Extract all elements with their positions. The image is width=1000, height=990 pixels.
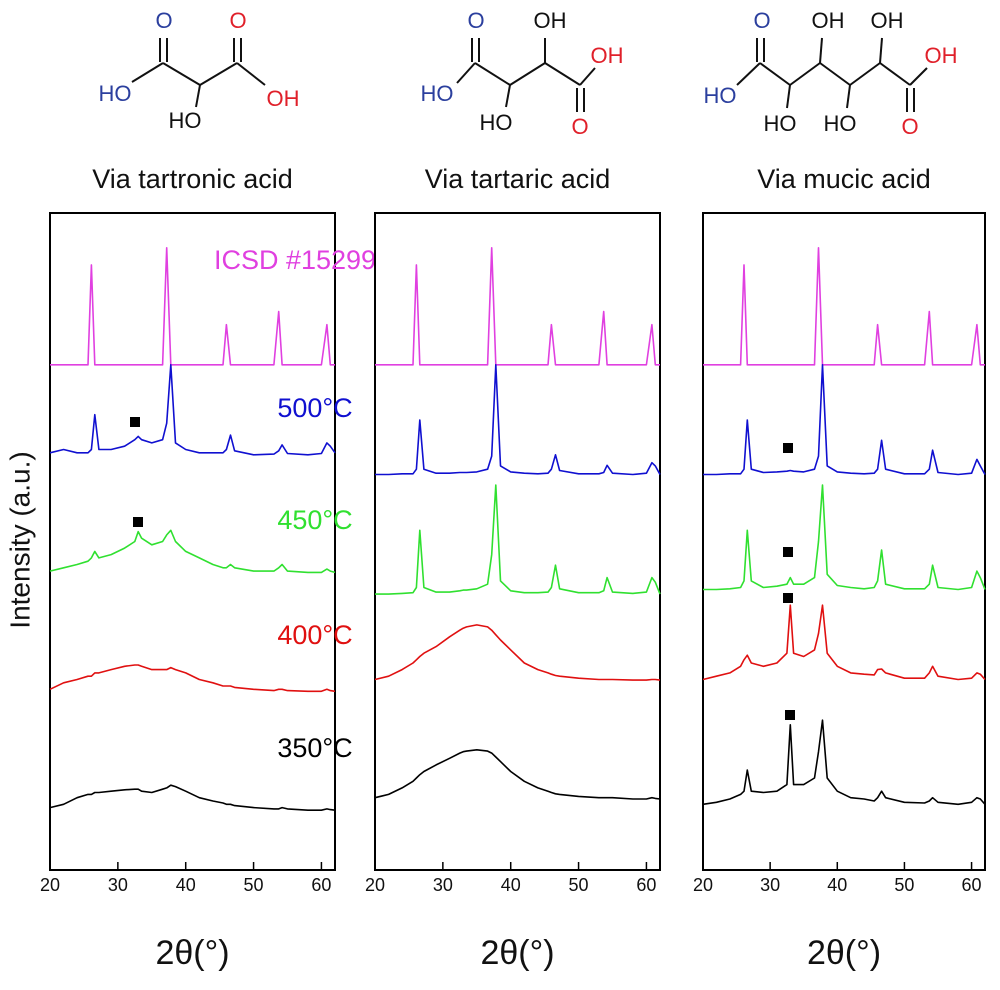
series-label: ICSD #15299 <box>214 245 376 275</box>
xrd-trace <box>49 363 336 456</box>
structure-tartronic: O HO HO O OH <box>99 8 300 133</box>
marker <box>783 547 793 557</box>
panel-title: Via tartaric acid <box>425 164 611 194</box>
y-axis-label: Intensity (a.u.) <box>4 451 35 628</box>
atom: OH <box>591 43 624 68</box>
x-tick-label: 20 <box>693 875 713 895</box>
x-tick-label: 20 <box>365 875 385 895</box>
atom: OH <box>871 8 904 33</box>
marker <box>785 710 795 720</box>
x-tick-label: 50 <box>244 875 264 895</box>
atom: O <box>467 8 484 33</box>
xrd-trace <box>50 247 335 366</box>
x-tick-label: 60 <box>636 875 656 895</box>
x-axis-label: 2θ(°) <box>807 934 881 972</box>
xrd-trace <box>702 719 986 806</box>
xrd-trace <box>703 247 985 366</box>
x-axis-label: 2θ(°) <box>155 934 229 972</box>
atom: OH <box>267 86 300 111</box>
marker <box>133 517 143 527</box>
series-label: 450°C <box>277 505 352 535</box>
xrd-trace <box>702 604 986 681</box>
x-tick-label: 50 <box>894 875 914 895</box>
atom: HO <box>704 83 737 108</box>
xrd-trace <box>374 624 661 681</box>
xrd-trace <box>703 484 986 591</box>
atom: HO <box>99 81 132 106</box>
panel-title: Via mucic acid <box>757 164 931 194</box>
plot-frame <box>374 212 661 871</box>
x-tick-label: 50 <box>569 875 589 895</box>
xrd-trace <box>375 247 660 366</box>
atom: O <box>753 8 770 33</box>
phase-markers <box>130 417 795 720</box>
xrd-trace <box>375 363 661 476</box>
panel-title: Via tartronic acid <box>92 164 293 194</box>
structure-mucic: HO O HO OH HO OH O OH <box>704 8 958 139</box>
series-label: 350°C <box>277 733 352 763</box>
atom: OH <box>812 8 845 33</box>
atom: HO <box>824 111 857 136</box>
atom: HO <box>421 81 454 106</box>
marker <box>783 593 793 603</box>
marker <box>783 443 793 453</box>
atom: HO <box>480 110 513 135</box>
x-tick-label: 30 <box>760 875 780 895</box>
x-tick-label: 60 <box>311 875 331 895</box>
xrd-trace <box>703 363 986 476</box>
atom: O <box>155 8 172 33</box>
plot-frame <box>702 212 986 871</box>
atom: OH <box>534 8 567 33</box>
atom: HO <box>169 108 202 133</box>
x-tick-label: 60 <box>962 875 982 895</box>
xrd-trace <box>49 664 336 693</box>
x-tick-label: 40 <box>501 875 521 895</box>
x-tick-label: 30 <box>433 875 453 895</box>
series-label: 400°C <box>277 620 352 650</box>
atom: O <box>229 8 246 33</box>
series-label: 500°C <box>277 393 352 423</box>
x-axis-label: 2θ(°) <box>480 934 554 972</box>
x-tick-label: 40 <box>827 875 847 895</box>
x-tick-label: 30 <box>108 875 128 895</box>
plot-frame <box>49 212 336 871</box>
xrd-trace <box>49 529 336 574</box>
atom: O <box>901 114 918 139</box>
xrd-trace <box>374 748 661 800</box>
xrd-trace <box>375 484 661 595</box>
marker <box>130 417 140 427</box>
x-tick-label: 20 <box>40 875 60 895</box>
xrd-trace <box>49 784 336 812</box>
x-tick-label: 40 <box>176 875 196 895</box>
structure-tartaric: HO O HO OH O OH <box>421 8 624 139</box>
atom: HO <box>764 111 797 136</box>
atom: OH <box>925 43 958 68</box>
atom: O <box>571 114 588 139</box>
